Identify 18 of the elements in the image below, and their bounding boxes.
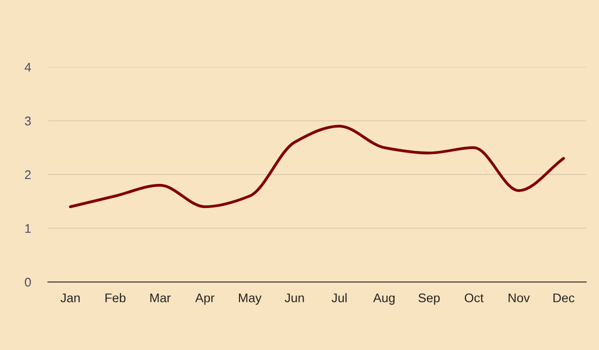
x-tick-label: Sep: [418, 293, 440, 305]
x-tick-label: Mar: [150, 294, 171, 302]
x-tick-label: Nov: [508, 294, 530, 302]
x-tick-label: Dec: [553, 294, 574, 302]
x-tick-label: Oct: [464, 293, 484, 302]
y-tick-label: 0: [24, 278, 31, 287]
x-tick-label: Jun: [284, 294, 304, 302]
y-tick-label: 1: [25, 224, 31, 233]
x-tick-label: Jul: [332, 293, 347, 302]
y-tick-label: 2: [25, 170, 31, 180]
x-tick-label: Jan: [60, 294, 80, 302]
y-tick-label: 3: [24, 116, 31, 126]
line-series: [69, 124, 565, 208]
x-tick-label: Apr: [195, 294, 214, 305]
x-tick-label: Aug: [373, 294, 395, 305]
x-tick-label: May: [238, 294, 262, 305]
y-tick-label: 4: [24, 62, 31, 72]
x-tick-label: Feb: [106, 293, 126, 302]
